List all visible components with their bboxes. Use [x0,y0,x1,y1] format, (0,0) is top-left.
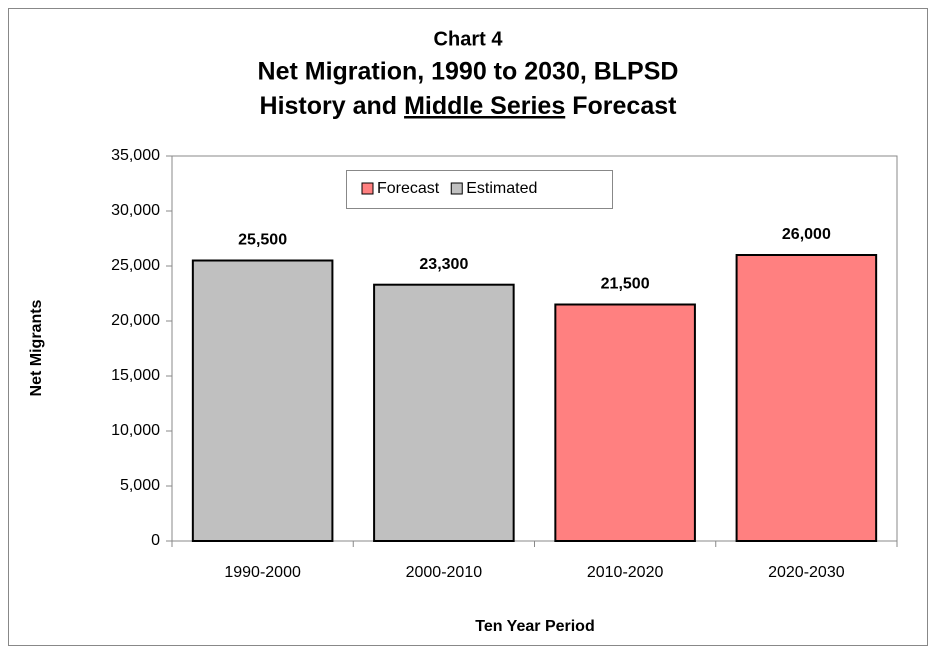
data-label: 21,500 [601,276,650,293]
legend-swatch [450,182,463,195]
subtitle-part: Forecast [572,92,677,120]
data-label: 23,300 [419,256,468,273]
bar [735,254,878,542]
bar [373,283,515,542]
y-axis-label: Net Migrants [28,299,45,396]
y-tick-label: 15,000 [111,367,160,384]
bar [191,259,334,542]
bar [554,303,696,542]
y-tick-label: 35,000 [111,147,160,164]
x-tick-label: 1990-2000 [224,564,301,581]
chart-title: Chart 4 [434,28,504,50]
legend-swatch [361,182,374,195]
subtitle-underlined: Middle Series [404,92,565,120]
subtitle-part: History and [260,92,398,120]
y-tick-label: 5,000 [120,477,160,494]
y-tick-label: 0 [151,532,160,549]
x-tick-label: 2020-2030 [768,564,845,581]
x-axis-label: Ten Year Period [475,618,594,635]
legend: Forecast Estimated [346,170,613,209]
legend-box [346,170,613,209]
chart-title: Net Migration, 1990 to 2030, BLPSD [258,58,679,86]
data-label: 26,000 [782,226,831,243]
y-tick-label: 20,000 [111,312,160,329]
y-tick-label: 10,000 [111,422,160,439]
legend-label: Estimated [466,180,537,197]
x-tick-label: 2010-2020 [587,564,664,581]
y-tick-label: 25,000 [111,257,160,274]
chart-subtitle: History and Middle Series Forecast [260,92,678,120]
legend-label: Forecast [377,180,440,197]
y-tick-label: 30,000 [111,202,160,219]
x-tick-label: 2000-2010 [406,564,483,581]
data-label: 25,500 [238,232,287,249]
